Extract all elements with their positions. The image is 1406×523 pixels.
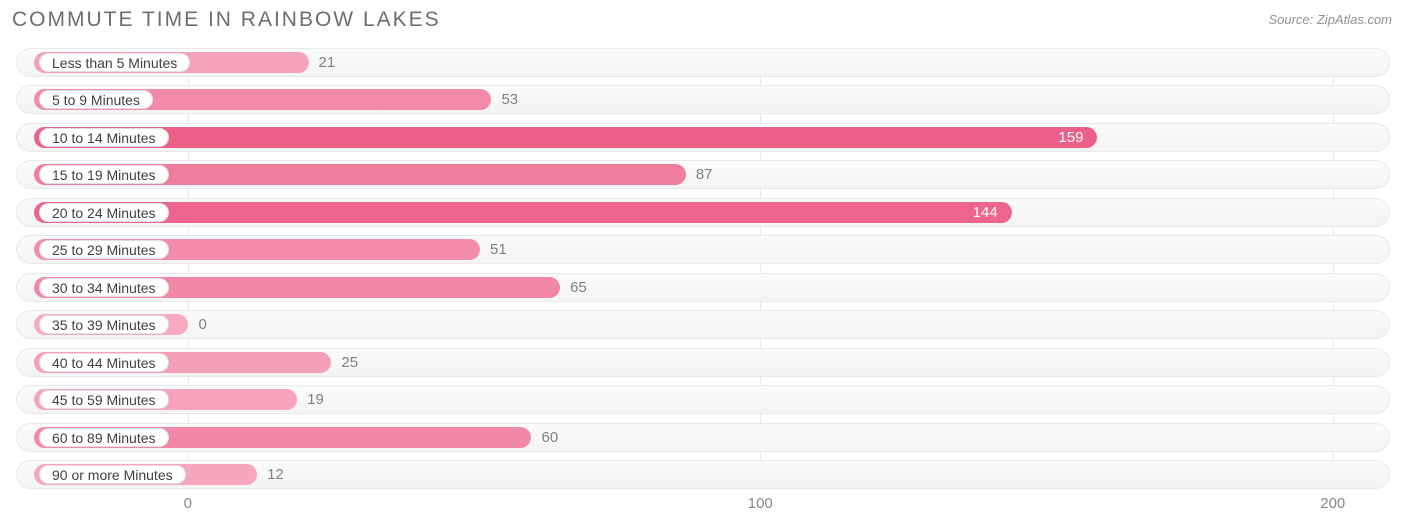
category-label: 20 to 24 Minutes xyxy=(39,203,169,222)
bar-row: 60 to 89 Minutes 60 xyxy=(16,423,1390,452)
value-label: 60 xyxy=(532,424,559,451)
category-label: 25 to 29 Minutes xyxy=(39,240,169,259)
x-tick: 100 xyxy=(748,495,773,512)
bar-row: 35 to 39 Minutes 0 xyxy=(16,310,1390,339)
category-label: 35 to 39 Minutes xyxy=(39,315,169,334)
plot-area: Less than 5 Minutes 21 5 to 9 Minutes 53 10 … xyxy=(16,48,1390,489)
value-label: 87 xyxy=(686,161,713,188)
category-label: 30 to 34 Minutes xyxy=(39,278,169,297)
value-label: 12 xyxy=(257,461,284,488)
bar xyxy=(34,127,1097,148)
value-label: 144 xyxy=(973,199,1012,226)
category-label: 40 to 44 Minutes xyxy=(39,353,169,372)
category-label: 45 to 59 Minutes xyxy=(39,390,169,409)
bar-row: 90 or more Minutes 12 xyxy=(16,460,1390,489)
bar-row: 15 to 19 Minutes 87 xyxy=(16,160,1390,189)
bar xyxy=(34,202,1012,223)
value-label: 65 xyxy=(560,274,587,301)
bar-row: 40 to 44 Minutes 25 xyxy=(16,348,1390,377)
bar-row: 25 to 29 Minutes 51 xyxy=(16,235,1390,264)
category-label: Less than 5 Minutes xyxy=(39,53,190,72)
bar-group: Less than 5 Minutes 21 5 to 9 Minutes 53 10 … xyxy=(16,48,1390,489)
bar-row: 5 to 9 Minutes 53 xyxy=(16,85,1390,114)
category-label: 5 to 9 Minutes xyxy=(39,90,153,109)
chart-title: COMMUTE TIME IN RAINBOW LAKES xyxy=(12,8,441,32)
x-axis: 0 100 200 xyxy=(16,495,1390,515)
category-label: 90 or more Minutes xyxy=(39,465,186,484)
category-label: 10 to 14 Minutes xyxy=(39,128,169,147)
value-label: 21 xyxy=(309,49,336,76)
value-label: 159 xyxy=(1058,124,1097,151)
value-label: 19 xyxy=(297,386,324,413)
category-label: 60 to 89 Minutes xyxy=(39,428,169,447)
bar-row: 10 to 14 Minutes 159 xyxy=(16,123,1390,152)
x-tick: 0 xyxy=(184,495,192,512)
x-tick: 200 xyxy=(1320,495,1345,512)
value-label: 0 xyxy=(189,311,207,338)
bar-row: Less than 5 Minutes 21 xyxy=(16,48,1390,77)
category-label: 15 to 19 Minutes xyxy=(39,165,169,184)
bar-row: 45 to 59 Minutes 19 xyxy=(16,385,1390,414)
chart-source: Source: ZipAtlas.com xyxy=(1268,12,1392,27)
value-label: 25 xyxy=(331,349,358,376)
bar-row: 30 to 34 Minutes 65 xyxy=(16,273,1390,302)
value-label: 51 xyxy=(480,236,507,263)
value-label: 53 xyxy=(491,86,518,113)
bar-row: 20 to 24 Minutes 144 xyxy=(16,198,1390,227)
commute-time-chart: COMMUTE TIME IN RAINBOW LAKES Source: Zi… xyxy=(0,0,1406,523)
